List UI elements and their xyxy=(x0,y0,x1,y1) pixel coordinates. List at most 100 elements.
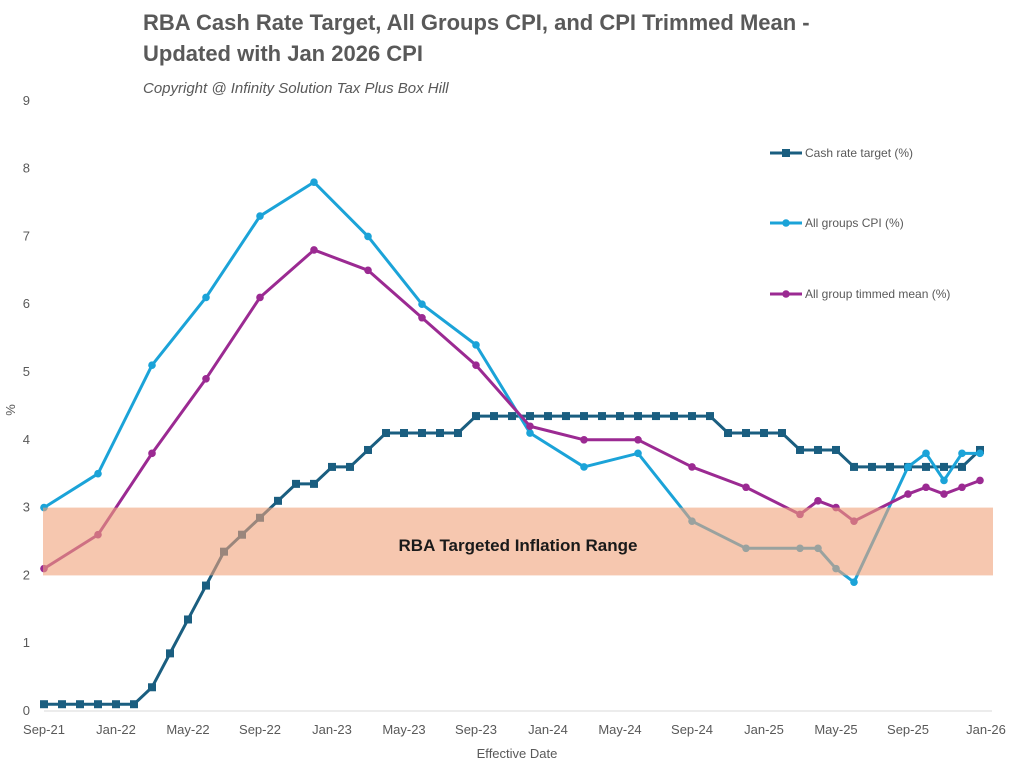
data-point xyxy=(976,476,984,485)
data-point xyxy=(364,266,372,275)
data-point xyxy=(526,422,534,431)
data-point xyxy=(724,429,732,438)
y-tick-label: 7 xyxy=(23,228,30,243)
data-point xyxy=(148,449,156,458)
y-tick-label: 5 xyxy=(23,364,30,379)
data-point xyxy=(904,463,912,471)
data-point xyxy=(256,212,264,220)
data-point xyxy=(400,429,408,438)
chart-subtitle: Copyright @ Infinity Solution Tax Plus B… xyxy=(143,80,449,97)
data-point xyxy=(634,449,642,458)
target-band xyxy=(43,507,993,576)
data-point xyxy=(94,700,102,709)
data-point xyxy=(832,445,840,454)
data-point xyxy=(472,361,480,370)
data-point xyxy=(382,429,390,438)
legend-item: Cash rate target (%) xyxy=(770,146,913,160)
y-tick-label: 8 xyxy=(23,161,30,176)
data-point xyxy=(958,449,966,458)
data-point xyxy=(922,449,930,458)
data-point xyxy=(706,412,714,421)
y-tick-label: 2 xyxy=(23,567,30,582)
data-point xyxy=(850,578,858,586)
data-point xyxy=(418,313,426,322)
data-point xyxy=(652,412,660,421)
data-point xyxy=(940,490,948,498)
series-0 xyxy=(40,412,984,709)
data-point xyxy=(310,479,318,488)
data-point xyxy=(778,429,786,438)
data-point xyxy=(184,615,192,624)
x-tick-label: May-23 xyxy=(382,722,425,737)
data-point xyxy=(850,462,858,471)
data-point xyxy=(112,700,120,709)
data-point xyxy=(274,496,282,505)
data-point xyxy=(508,412,516,421)
data-point xyxy=(130,700,138,709)
data-point xyxy=(868,462,876,471)
x-axis-label: Effective Date xyxy=(477,746,558,761)
data-point xyxy=(328,462,336,471)
data-point xyxy=(310,246,318,254)
data-point xyxy=(958,462,966,471)
data-point xyxy=(364,232,372,241)
data-point xyxy=(418,300,426,309)
data-point xyxy=(202,374,210,383)
data-point xyxy=(346,462,354,471)
x-tick-label: Sep-22 xyxy=(239,722,281,737)
data-point xyxy=(976,449,984,458)
x-tick-label: Jan-22 xyxy=(96,722,136,737)
data-point xyxy=(148,361,156,370)
x-tick-label: Jan-24 xyxy=(528,722,568,737)
data-point xyxy=(580,436,588,444)
legend-marker xyxy=(782,149,790,157)
data-point xyxy=(436,429,444,438)
data-point xyxy=(454,429,462,438)
data-point xyxy=(814,445,822,454)
data-point xyxy=(202,293,210,302)
x-tick-label: Sep-25 xyxy=(887,722,929,737)
data-point xyxy=(490,412,498,421)
chart-title-line2: Updated with Jan 2026 CPI xyxy=(143,41,423,66)
target-band-label: RBA Targeted Inflation Range xyxy=(399,536,638,555)
data-point xyxy=(418,429,426,438)
data-point xyxy=(364,445,372,454)
legend-label: All group timmed mean (%) xyxy=(805,287,950,301)
data-point xyxy=(526,412,534,421)
x-tick-label: Jan-25 xyxy=(744,722,784,737)
data-point xyxy=(292,479,300,488)
y-axis-label: % xyxy=(3,404,18,416)
legend-marker xyxy=(782,219,790,227)
data-point xyxy=(922,483,930,492)
x-tick-label: Sep-23 xyxy=(455,722,497,737)
data-point xyxy=(94,469,102,478)
data-point xyxy=(544,412,552,421)
x-tick-label: Jan-26 xyxy=(966,722,1006,737)
legend-item: All groups CPI (%) xyxy=(770,216,904,230)
data-point xyxy=(58,700,66,709)
data-point xyxy=(940,462,948,471)
data-point xyxy=(922,462,930,471)
data-point xyxy=(886,462,894,471)
data-point xyxy=(742,483,750,492)
data-point xyxy=(310,178,318,186)
data-point xyxy=(40,700,48,709)
data-point xyxy=(940,476,948,485)
legend-label: All groups CPI (%) xyxy=(805,216,904,230)
x-tick-label: May-25 xyxy=(814,722,857,737)
data-point xyxy=(202,581,210,590)
data-point xyxy=(598,412,606,421)
data-point xyxy=(148,683,156,692)
data-point xyxy=(580,463,588,471)
data-point xyxy=(616,412,624,421)
data-point xyxy=(760,429,768,438)
data-point xyxy=(76,700,84,709)
data-point xyxy=(670,412,678,421)
data-point xyxy=(634,412,642,421)
data-point xyxy=(166,649,174,658)
x-tick-label: Sep-24 xyxy=(671,722,713,737)
data-point xyxy=(580,412,588,421)
data-point xyxy=(796,445,804,454)
data-point xyxy=(634,436,642,444)
